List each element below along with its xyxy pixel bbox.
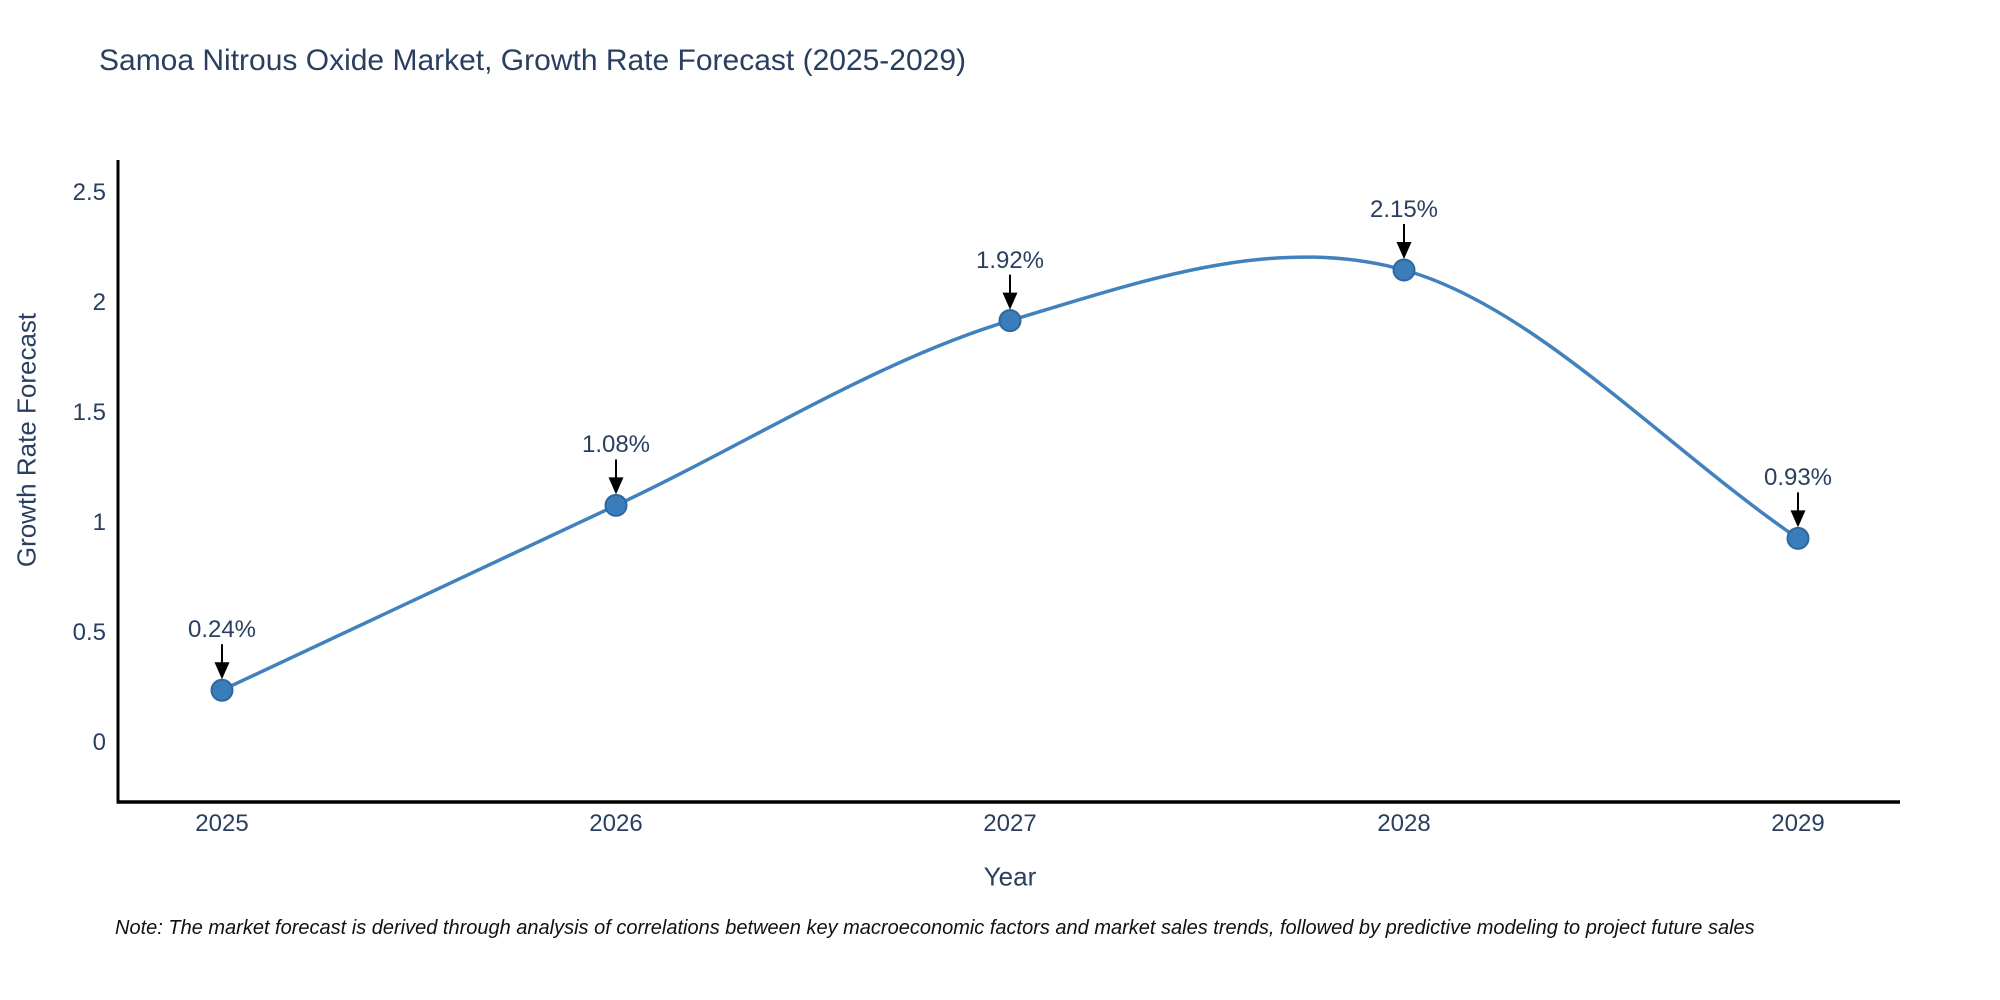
y-tick-label: 2.5 <box>72 179 106 206</box>
data-point-marker <box>604 493 628 517</box>
annotation-arrow-head <box>608 477 624 495</box>
point-annotation-label: 0.24% <box>187 616 257 644</box>
annotation-arrow-head <box>214 662 230 680</box>
y-tick-label: 0.5 <box>72 619 106 646</box>
annotation-arrow-head <box>1396 242 1412 259</box>
point-annotation-label: 1.08% <box>581 431 651 459</box>
y-tick-label: 0 <box>92 729 106 756</box>
data-point-marker <box>998 309 1022 333</box>
annotation-arrow-head <box>1002 292 1018 310</box>
data-point-marker <box>210 678 234 702</box>
y-tick-label: 2 <box>92 289 106 316</box>
point-annotation-label: 2.15% <box>1369 196 1439 223</box>
x-tick-label: 2027 <box>983 810 1037 837</box>
x-tick-label: 2026 <box>589 810 643 837</box>
x-tick-label: 2025 <box>195 810 249 837</box>
data-point-marker <box>1392 258 1416 282</box>
y-tick-label: 1 <box>92 509 106 536</box>
x-axis-title: Year <box>983 861 1037 892</box>
x-tick-label: 2028 <box>1377 810 1431 837</box>
data-point-marker <box>1786 526 1810 550</box>
footnote: Note: The market forecast is derived thr… <box>115 917 1755 939</box>
point-annotation-label: 1.92% <box>975 246 1045 274</box>
y-tick-label: 1.5 <box>72 399 106 426</box>
chart-title: Samoa Nitrous Oxide Market, Growth Rate … <box>99 44 967 77</box>
point-annotation-label: 0.93% <box>1763 464 1833 492</box>
x-tick-label: 2029 <box>1771 810 1825 837</box>
annotation-arrow-head <box>1790 510 1806 528</box>
y-axis-title: Growth Rate Forecast <box>11 312 42 568</box>
